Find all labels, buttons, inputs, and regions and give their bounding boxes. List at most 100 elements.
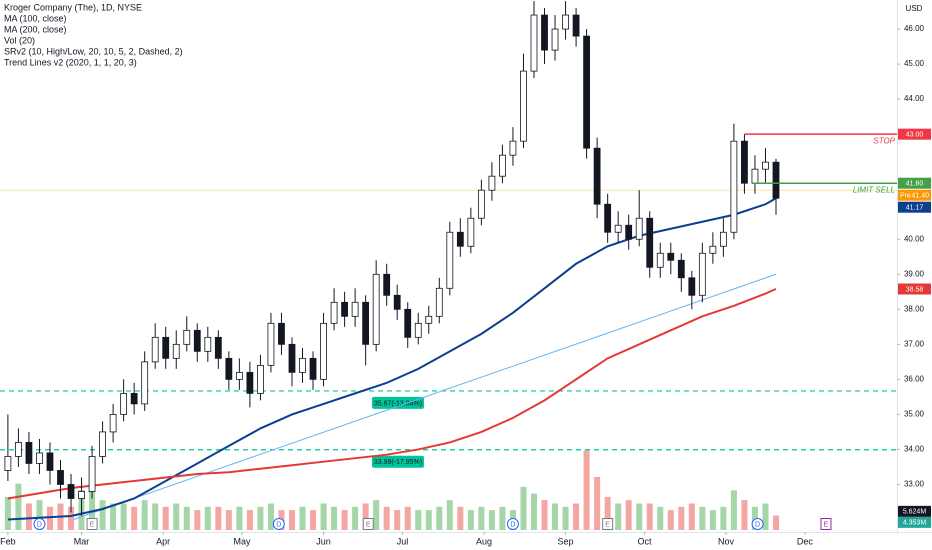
moving-average [7, 197, 777, 521]
candle-body [677, 259, 685, 279]
x-tick-label: Jul [397, 536, 409, 546]
candle-body [351, 301, 359, 317]
y-tick-label: 37.00 [904, 339, 925, 348]
volume-bar [194, 510, 201, 530]
candle-body [709, 245, 717, 254]
volume-bar [36, 500, 43, 530]
volume-bar [499, 506, 506, 530]
event-marker [272, 518, 285, 530]
price-badge [898, 128, 931, 140]
price-badge [898, 283, 931, 295]
level-name: STOP [873, 136, 895, 145]
candle-body [414, 322, 422, 338]
y-tick-label: 34.00 [904, 445, 925, 454]
candle-body [330, 301, 338, 324]
price-badge-label: 41.40 [911, 193, 929, 200]
candle-body [299, 357, 306, 373]
event-marker [506, 518, 519, 530]
candle-body [667, 252, 675, 261]
x-tick-label: Sep [558, 536, 574, 546]
candle-body [225, 357, 233, 380]
volume-bar [741, 500, 748, 530]
x-tick-label: Jun [316, 536, 331, 546]
volume-bar [320, 503, 327, 530]
y-tick-label: 33.00 [904, 480, 925, 489]
y-tick-label: 46.00 [904, 24, 925, 33]
volume-bar [667, 510, 674, 530]
candle-body [288, 343, 296, 373]
volume-bar [362, 503, 369, 530]
x-tick-label: May [233, 536, 251, 546]
price-badge-label: 41.17 [906, 205, 924, 212]
candle-body [109, 414, 117, 433]
candle-body [78, 491, 85, 499]
event-label: D [510, 521, 515, 528]
candle-body [541, 14, 548, 51]
candle-body [99, 431, 106, 457]
candle-body [698, 252, 706, 296]
volume-bar [467, 510, 474, 530]
candle-body [362, 301, 370, 345]
volume-bar [383, 506, 390, 530]
candle-body [193, 329, 201, 352]
candle-body [120, 392, 128, 415]
volume-bar [183, 506, 190, 530]
volume-bar [636, 503, 643, 530]
candle-body [393, 294, 401, 310]
candle-body [214, 336, 222, 359]
volume-bar [488, 510, 495, 530]
y-tick-label: 35.00 [904, 410, 925, 419]
volume-bar [615, 503, 622, 530]
price-badge [898, 201, 931, 213]
candle-body [551, 28, 559, 51]
volume-bar [141, 500, 148, 530]
candle-body [183, 329, 191, 345]
volume-bar [436, 506, 443, 530]
volume-bar [772, 515, 779, 530]
price-badge [898, 189, 931, 201]
price-badge-label: 4.353M [903, 520, 927, 527]
volume-bar [246, 510, 253, 530]
volume-bar [415, 510, 422, 530]
candle-body [488, 175, 496, 191]
candle-body [730, 140, 738, 233]
volume-bar [583, 450, 590, 530]
candle-body [509, 140, 517, 156]
price-badge-label: 5.624M [903, 509, 927, 516]
candle-body [762, 161, 769, 170]
volume-bar [573, 503, 580, 530]
currency: USD [906, 4, 923, 13]
support-label: 35.67(-13.84%) [374, 400, 422, 407]
x-tick-label: Mar [74, 536, 90, 546]
volume-bar [257, 506, 264, 530]
price-badge-label: 41.60 [906, 181, 924, 188]
event-label: E [824, 521, 829, 528]
x-tick-label: Nov [718, 536, 735, 546]
volume-bar [404, 506, 411, 530]
moving-average [7, 288, 777, 500]
volume-bar [730, 490, 737, 530]
y-tick-label: 40.00 [904, 234, 925, 243]
candle-body [467, 217, 475, 247]
level-name: LIMIT SELL [853, 185, 895, 194]
event-label: E [366, 521, 371, 528]
candle-body [151, 336, 159, 363]
candle-body [604, 203, 612, 233]
candle-body [435, 287, 443, 317]
candle-body [235, 371, 243, 380]
volume-bar [99, 500, 106, 530]
candle-body [4, 456, 12, 471]
volume-bar [4, 496, 11, 530]
legend-item: Vol (20) [4, 35, 35, 45]
volume-bar [15, 483, 22, 530]
volume-bar [562, 506, 569, 530]
candle-body [257, 364, 264, 394]
event-marker [362, 518, 374, 530]
volume-bar [341, 510, 348, 530]
volume-bar [299, 506, 306, 530]
plot: 35.67(-13.84%) 33.99(-17.95%) STOP LIMIT SE… [0, 1, 897, 530]
volume-bar [110, 503, 117, 530]
volume-bar [373, 500, 380, 530]
candle-body [583, 35, 591, 149]
event-marker [33, 518, 46, 530]
